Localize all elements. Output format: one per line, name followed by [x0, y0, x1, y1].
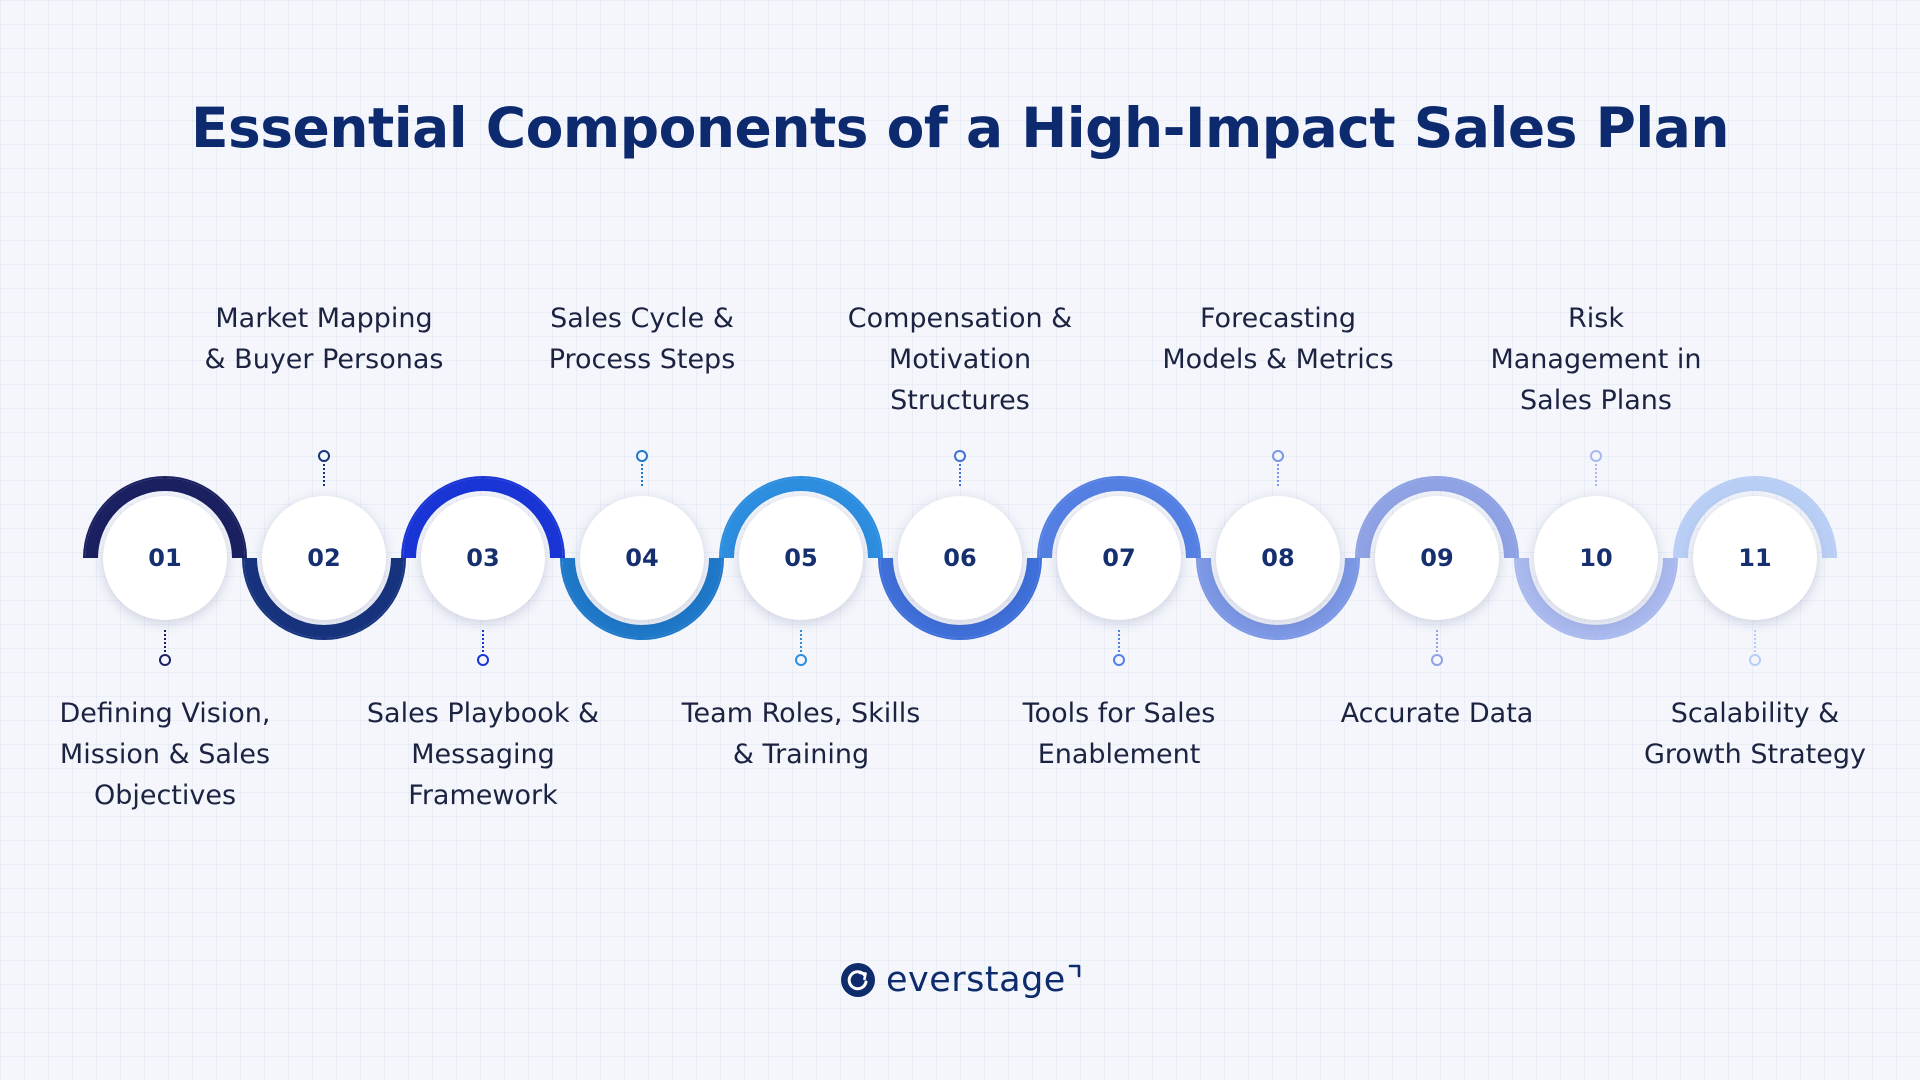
page-title: Essential Components of a High-Impact Sa…	[190, 96, 1730, 160]
step-label-04: Sales Cycle & Process Steps	[548, 303, 736, 375]
step-label-05: Team Roles, Skills & Training	[681, 698, 921, 770]
connector-pin-icon	[636, 450, 648, 500]
step-ring-10	[1514, 478, 1678, 640]
step-label-09: Accurate Data	[1340, 698, 1534, 729]
brand-name: everstage	[886, 960, 1066, 1000]
step-label-11: Scalability & Growth Strategy	[1644, 698, 1866, 770]
connector-pin-icon	[477, 616, 489, 666]
step-number-09: 09	[1375, 496, 1499, 620]
step-ring-03	[401, 476, 565, 638]
step-label-02: Market Mapping & Buyer Personas	[204, 303, 444, 375]
step-number-06: 06	[898, 496, 1022, 620]
step-number-03: 03	[421, 496, 545, 620]
step-number-04: 04	[580, 496, 704, 620]
step-number-10: 10	[1534, 496, 1658, 620]
brand-mark-icon	[1068, 964, 1081, 978]
connector-pin-icon	[954, 450, 966, 500]
step-ring-02	[242, 478, 406, 640]
connector-pin-icon	[1272, 450, 1284, 500]
step-label-06: Compensation & Motivation Structures	[847, 303, 1073, 416]
everstage-logo: everstage	[840, 955, 1082, 1005]
connector-pin-icon	[1749, 616, 1761, 666]
connector-pin-icon	[1590, 450, 1602, 500]
step-number-05: 05	[739, 496, 863, 620]
step-number-07: 07	[1057, 496, 1181, 620]
connector-pin-icon	[318, 450, 330, 500]
step-number-01: 01	[103, 496, 227, 620]
step-ring-08	[1196, 478, 1360, 640]
step-label-07: Tools for Sales Enablement	[1022, 698, 1216, 770]
everstage-logo-icon	[841, 963, 875, 997]
step-ring-11	[1673, 476, 1837, 638]
step-label-08: Forecasting Models & Metrics	[1162, 303, 1394, 375]
step-number-02: 02	[262, 496, 386, 620]
connector-pin-icon	[1113, 616, 1125, 666]
step-number-11: 11	[1693, 496, 1817, 620]
step-label-01: Defining Vision, Mission & Sales Objecti…	[59, 698, 271, 811]
connector-pin-icon	[159, 616, 171, 666]
connector-pin-icon	[1431, 616, 1443, 666]
connector-pin-icon	[795, 616, 807, 666]
step-number-08: 08	[1216, 496, 1340, 620]
step-label-10: Risk Management in Sales Plans	[1490, 303, 1702, 416]
step-label-03: Sales Playbook & Messaging Framework	[366, 698, 600, 811]
